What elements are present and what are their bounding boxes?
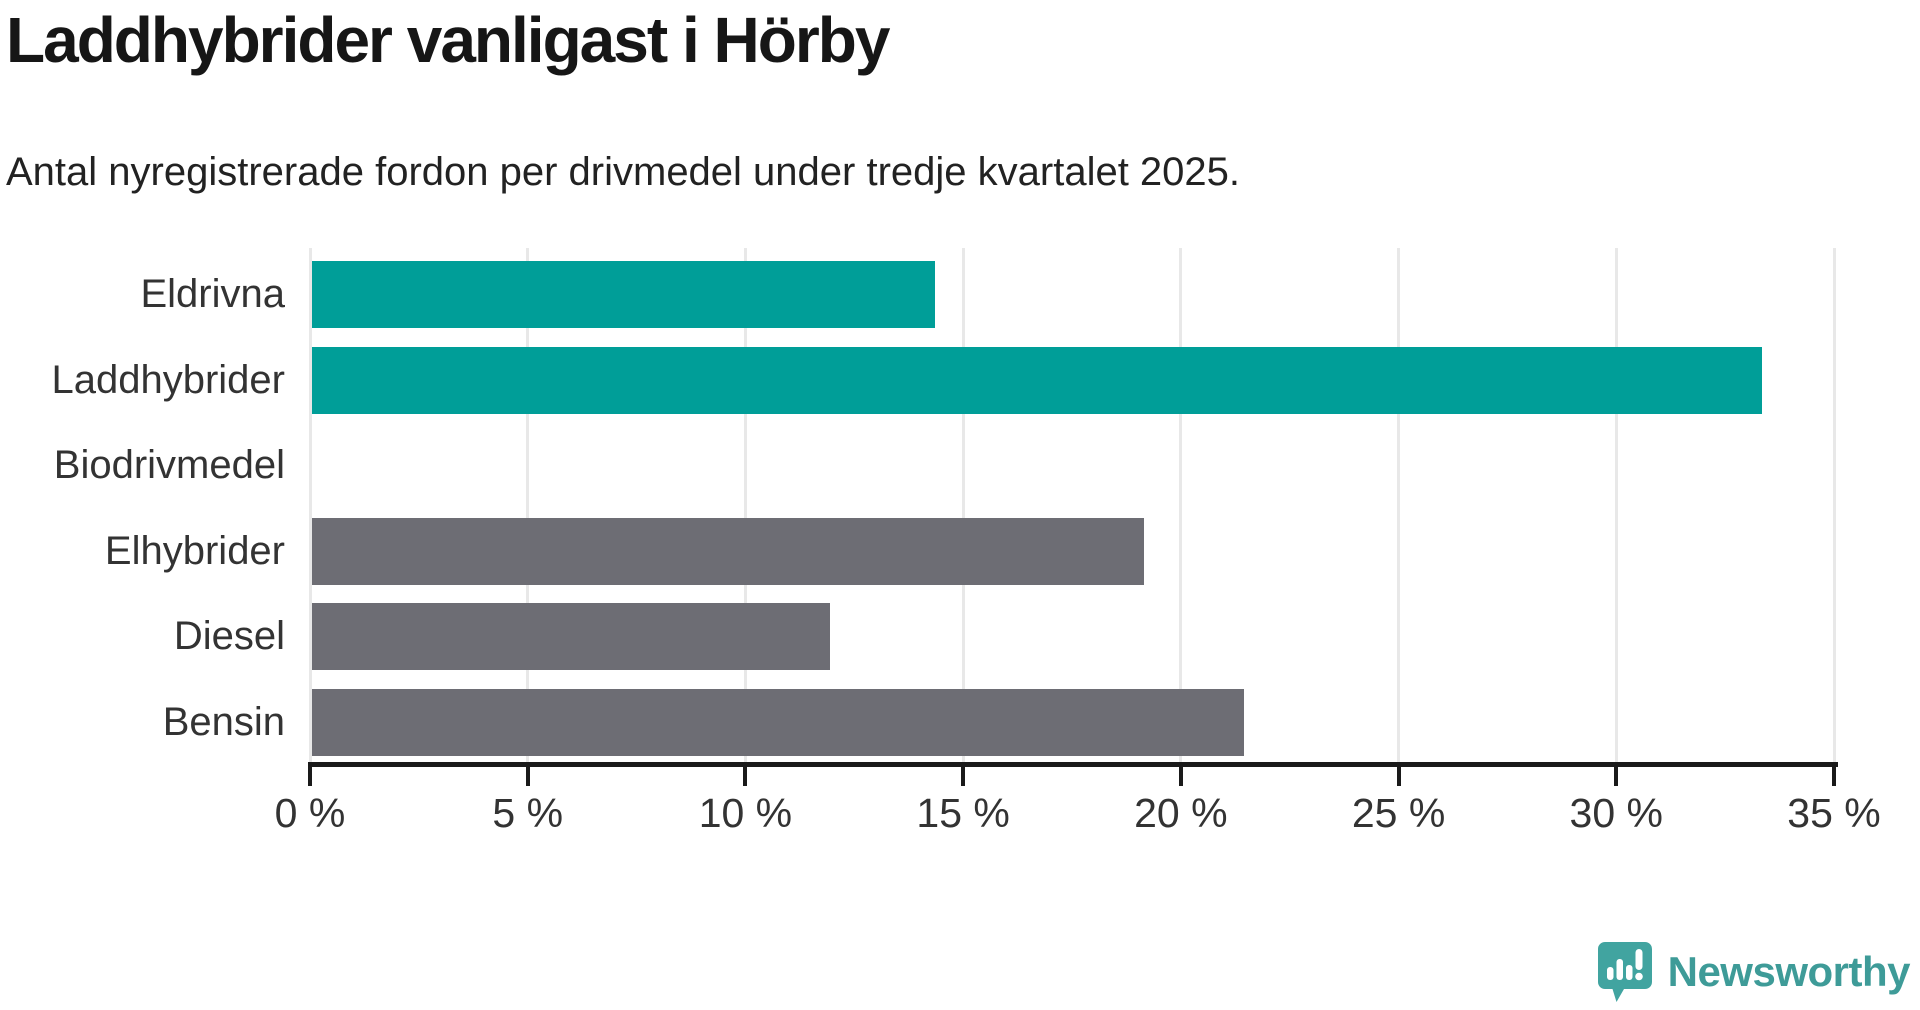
bar-elhybrider [312, 517, 1144, 585]
tick-mark [1614, 762, 1619, 786]
tick-mark [1832, 762, 1836, 786]
bar-bensin [312, 689, 1244, 756]
y-axis-labels: Eldrivna Laddhybrider Biodrivmedel Elhybrid… [0, 248, 286, 762]
tick-label: 0 % [274, 790, 346, 836]
y-axis-label: Biodrivmedel [53, 443, 285, 488]
tick-label: 25 % [1351, 790, 1446, 836]
gridline [1614, 248, 1618, 762]
y-axis-label: Eldrivna [140, 272, 285, 316]
bar-diesel [312, 603, 831, 671]
gridline [1397, 248, 1401, 762]
gridline [308, 248, 312, 762]
chart-title: Laddhybrider vanligast i Hörby [6, 4, 890, 76]
tick-label: 15 % [916, 790, 1010, 836]
x-axis-line [308, 762, 1838, 767]
gridline [526, 248, 530, 762]
y-axis-label: Diesel [173, 614, 285, 659]
brand-name: Newsworthy [1667, 948, 1911, 995]
gridline [743, 248, 747, 762]
y-axis-label: Laddhybrider [51, 357, 286, 402]
tick-label: 5 % [492, 790, 564, 836]
tick-mark [1178, 762, 1183, 786]
bar-eldrivna [312, 261, 935, 328]
gridline [961, 248, 965, 762]
y-axis-label: Elhybrider [104, 528, 285, 573]
brand-footer: Newsworthy [1596, 940, 1911, 1004]
newsworthy-logo-icon [1597, 942, 1652, 1002]
tick-label: 20 % [1134, 790, 1228, 836]
tick-label: 30 % [1569, 790, 1663, 836]
plot-area [308, 248, 1836, 762]
bar-laddhybrider [312, 346, 1762, 414]
y-axis-label: Bensin [162, 700, 285, 744]
chart-subtitle: Antal nyregistrerade fordon per drivmede… [6, 150, 1241, 194]
gridline [1179, 248, 1183, 762]
gridline [1832, 248, 1836, 762]
tick-label: 35 % [1787, 790, 1881, 836]
tick-mark [308, 762, 312, 786]
tick-label: 10 % [698, 790, 793, 836]
tick-mark [525, 762, 530, 786]
tick-mark [743, 762, 748, 786]
tick-mark [961, 762, 966, 786]
tick-mark [1396, 762, 1401, 786]
